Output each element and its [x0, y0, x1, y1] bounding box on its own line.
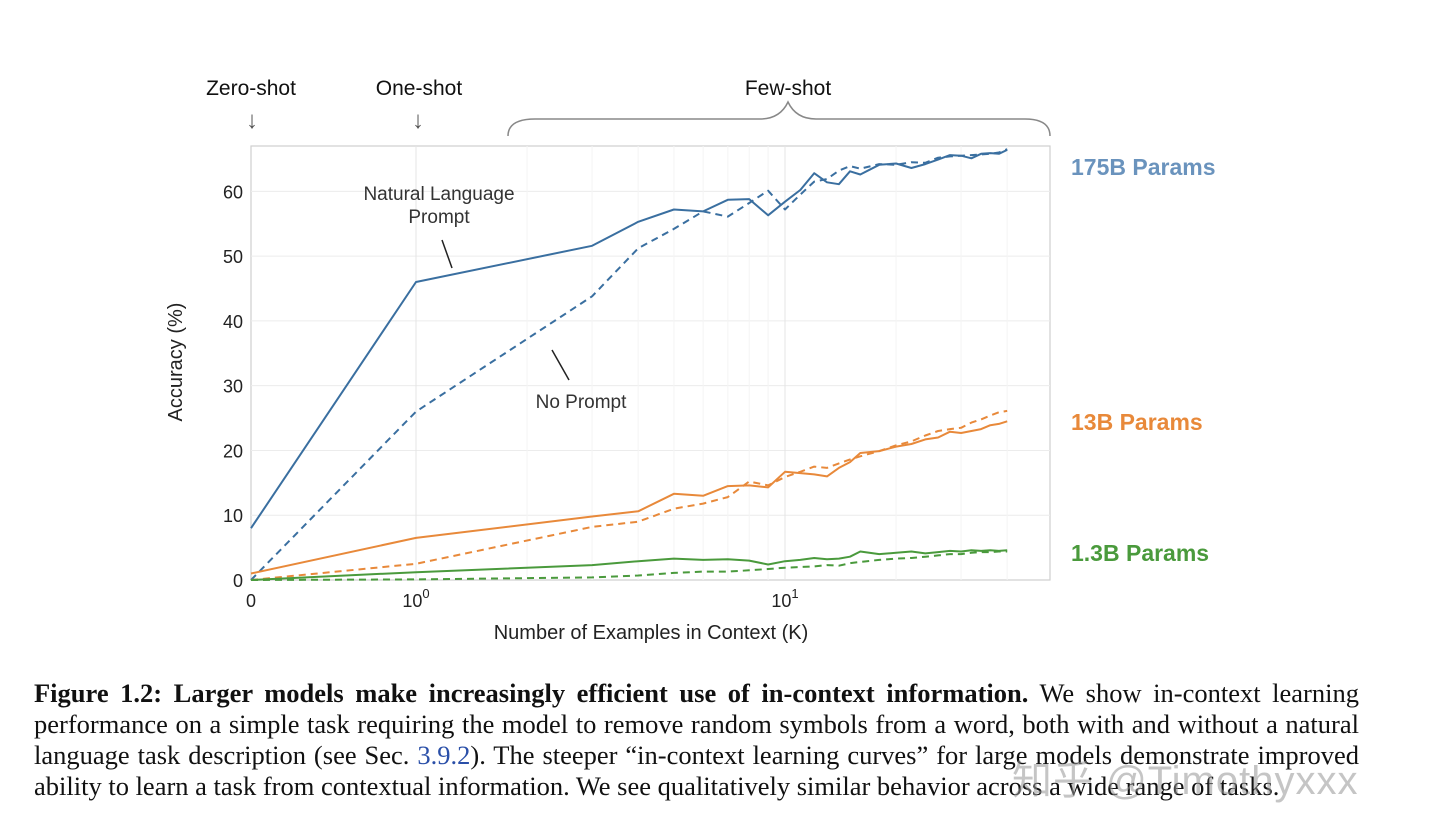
figure-caption: Figure 1.2: Larger models make increasin… — [34, 678, 1359, 802]
grid-lines — [251, 146, 1050, 580]
series-line-1-3b-params-dashed — [250, 550, 1008, 581]
x-tick-label: 101 — [771, 586, 798, 611]
natural-language-prompt-annotation-line1: Natural Language — [363, 184, 514, 205]
no-prompt-pointer — [551, 349, 570, 381]
natural-language-prompt-pointer — [441, 239, 453, 269]
x-tick-labels: 0 100 101 — [246, 586, 799, 611]
accuracy-chart: Zero-shot One-shot Few-shot ↓ ↓ 0 10 20 30 4… — [165, 77, 1216, 644]
natural-language-prompt-annotation-line2: Prompt — [408, 207, 470, 228]
series-line-13b-params-dashed — [250, 409, 1008, 581]
few-shot-label: Few-shot — [745, 77, 832, 100]
few-shot-brace — [507, 100, 1051, 137]
x-tick-label: 0 — [246, 591, 256, 611]
y-tick-labels: 0 10 20 30 40 50 60 — [223, 182, 243, 591]
series-label-13b: 13B Params — [1071, 409, 1203, 435]
caption-text-part1: We show in-context learning performance … — [34, 678, 1359, 770]
caption-text-part2: ). The steeper “in-context learning curv… — [34, 740, 1359, 801]
series-line-1-3b-params-solid — [250, 549, 1008, 581]
data-series — [250, 148, 1008, 581]
one-shot-down-arrow-icon: ↓ — [412, 107, 424, 134]
caption-title: Figure 1.2: Larger models make increasin… — [34, 678, 1029, 708]
x-axis-title: Number of Examples in Context (K) — [494, 622, 809, 644]
series-line-13b-params-solid — [250, 420, 1008, 575]
series-line-175b-params-solid — [250, 148, 1008, 529]
y-tick-label: 50 — [223, 247, 243, 267]
section-link[interactable]: 3.9.2 — [417, 740, 471, 770]
no-prompt-annotation: No Prompt — [536, 392, 628, 413]
series-label-1-3b: 1.3B Params — [1071, 540, 1209, 566]
y-tick-label: 0 — [233, 571, 243, 591]
y-tick-label: 10 — [223, 506, 243, 526]
y-tick-label: 60 — [223, 182, 243, 202]
y-axis-title: Accuracy (%) — [165, 303, 187, 422]
series-line-175b-params-dashed — [250, 148, 1008, 581]
y-tick-label: 30 — [223, 377, 243, 397]
y-tick-label: 40 — [223, 312, 243, 332]
x-tick-label: 100 — [402, 586, 429, 611]
zero-shot-label: Zero-shot — [206, 77, 296, 100]
one-shot-label: One-shot — [376, 77, 463, 100]
watermark: 知乎 @Timothyxxx — [1012, 759, 1359, 803]
zero-shot-down-arrow-icon: ↓ — [246, 107, 258, 134]
y-tick-label: 20 — [223, 441, 243, 461]
series-label-175b: 175B Params — [1071, 154, 1216, 180]
